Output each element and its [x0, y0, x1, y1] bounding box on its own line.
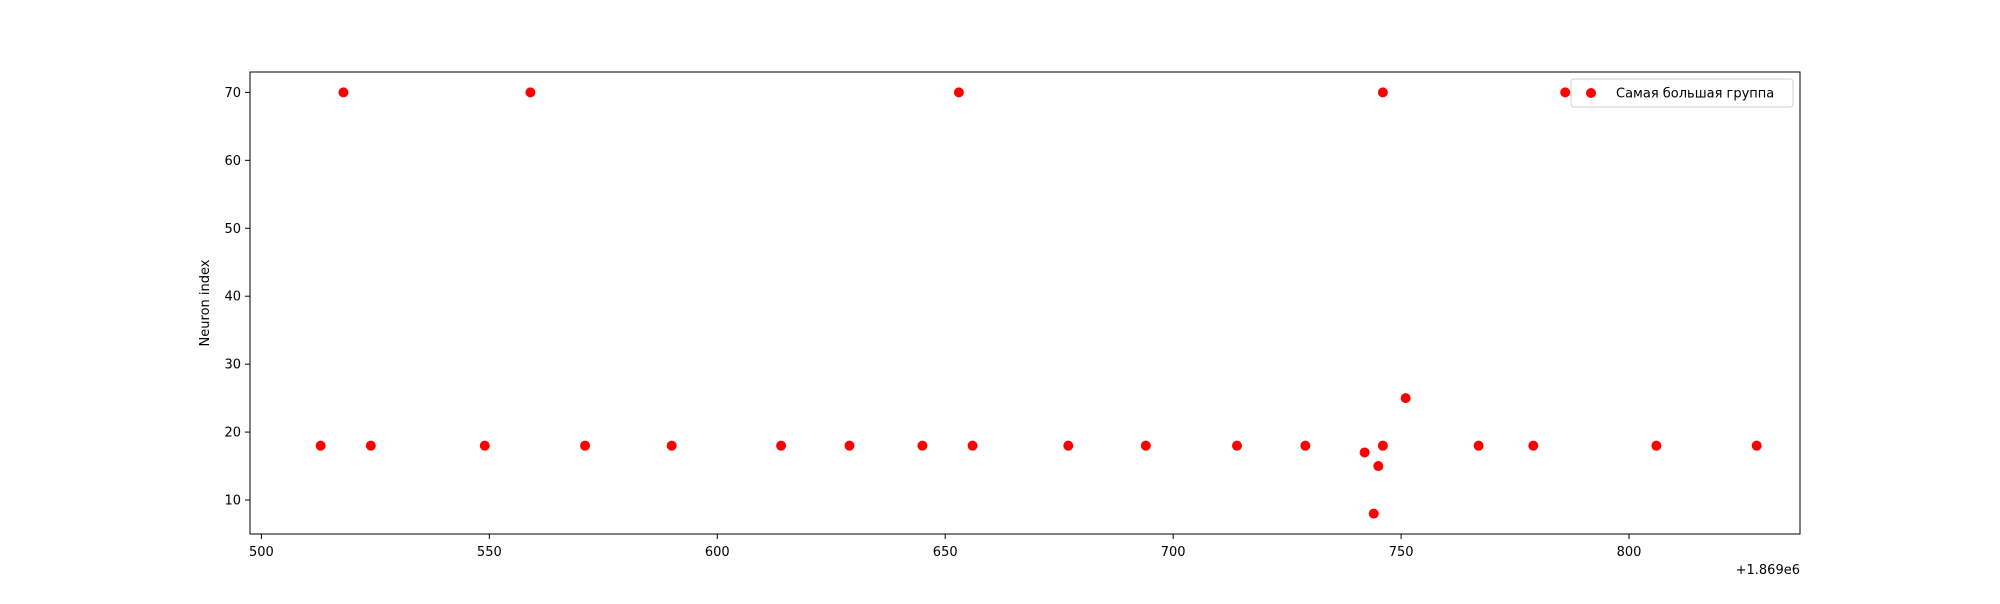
data-point: [1140, 440, 1151, 451]
x-tick-label: 700: [1161, 545, 1186, 560]
x-tick-label: 800: [1617, 545, 1642, 560]
y-tick-label: 10: [224, 494, 241, 509]
y-tick-label: 50: [224, 222, 241, 237]
data-point: [1359, 447, 1370, 458]
data-point: [1373, 461, 1384, 472]
y-tick-label: 40: [224, 290, 241, 305]
data-point: [1231, 440, 1242, 451]
data-point: [666, 440, 677, 451]
data-point: [844, 440, 855, 451]
data-point: [315, 440, 326, 451]
legend-marker: [1586, 88, 1596, 98]
data-point: [1400, 393, 1411, 404]
y-tick-label: 20: [224, 426, 241, 441]
data-point: [525, 87, 536, 98]
data-point: [365, 440, 376, 451]
data-point: [1751, 440, 1762, 451]
data-point: [1377, 87, 1388, 98]
data-point: [1368, 508, 1379, 519]
y-tick-label: 70: [224, 86, 241, 101]
data-point: [776, 440, 787, 451]
y-axis-label: Neuron index: [198, 259, 213, 346]
x-tick-label: 600: [705, 545, 730, 560]
data-point: [1473, 440, 1484, 451]
x-tick-label: 750: [1389, 545, 1414, 560]
legend: Самая большая группа: [1570, 78, 1794, 108]
legend-label: Самая большая группа: [1616, 87, 1774, 102]
axes-layer: 500 550 600 650 700 750 800 +1.869e6 10 20 30 40 50 6…: [198, 71, 1801, 578]
data-point: [1377, 440, 1388, 451]
data-point: [967, 440, 978, 451]
data-point: [580, 440, 591, 451]
data-point: [1300, 440, 1311, 451]
data-point: [1063, 440, 1074, 451]
data-point: [917, 440, 928, 451]
x-tick-label: 650: [933, 545, 958, 560]
plot-layer: [315, 87, 1762, 519]
x-offset-label: +1.869e6: [1736, 563, 1800, 578]
data-point: [1560, 87, 1571, 98]
x-tick-label: 500: [249, 545, 274, 560]
plot-frame: [249, 71, 1801, 535]
data-point: [479, 440, 490, 451]
data-point: [1528, 440, 1539, 451]
y-tick-label: 60: [224, 154, 241, 169]
y-tick-label: 30: [224, 358, 241, 373]
x-tick-label: 550: [477, 545, 502, 560]
data-point: [338, 87, 349, 98]
data-point: [953, 87, 964, 98]
data-point: [1651, 440, 1662, 451]
legend-box: [1570, 78, 1794, 108]
